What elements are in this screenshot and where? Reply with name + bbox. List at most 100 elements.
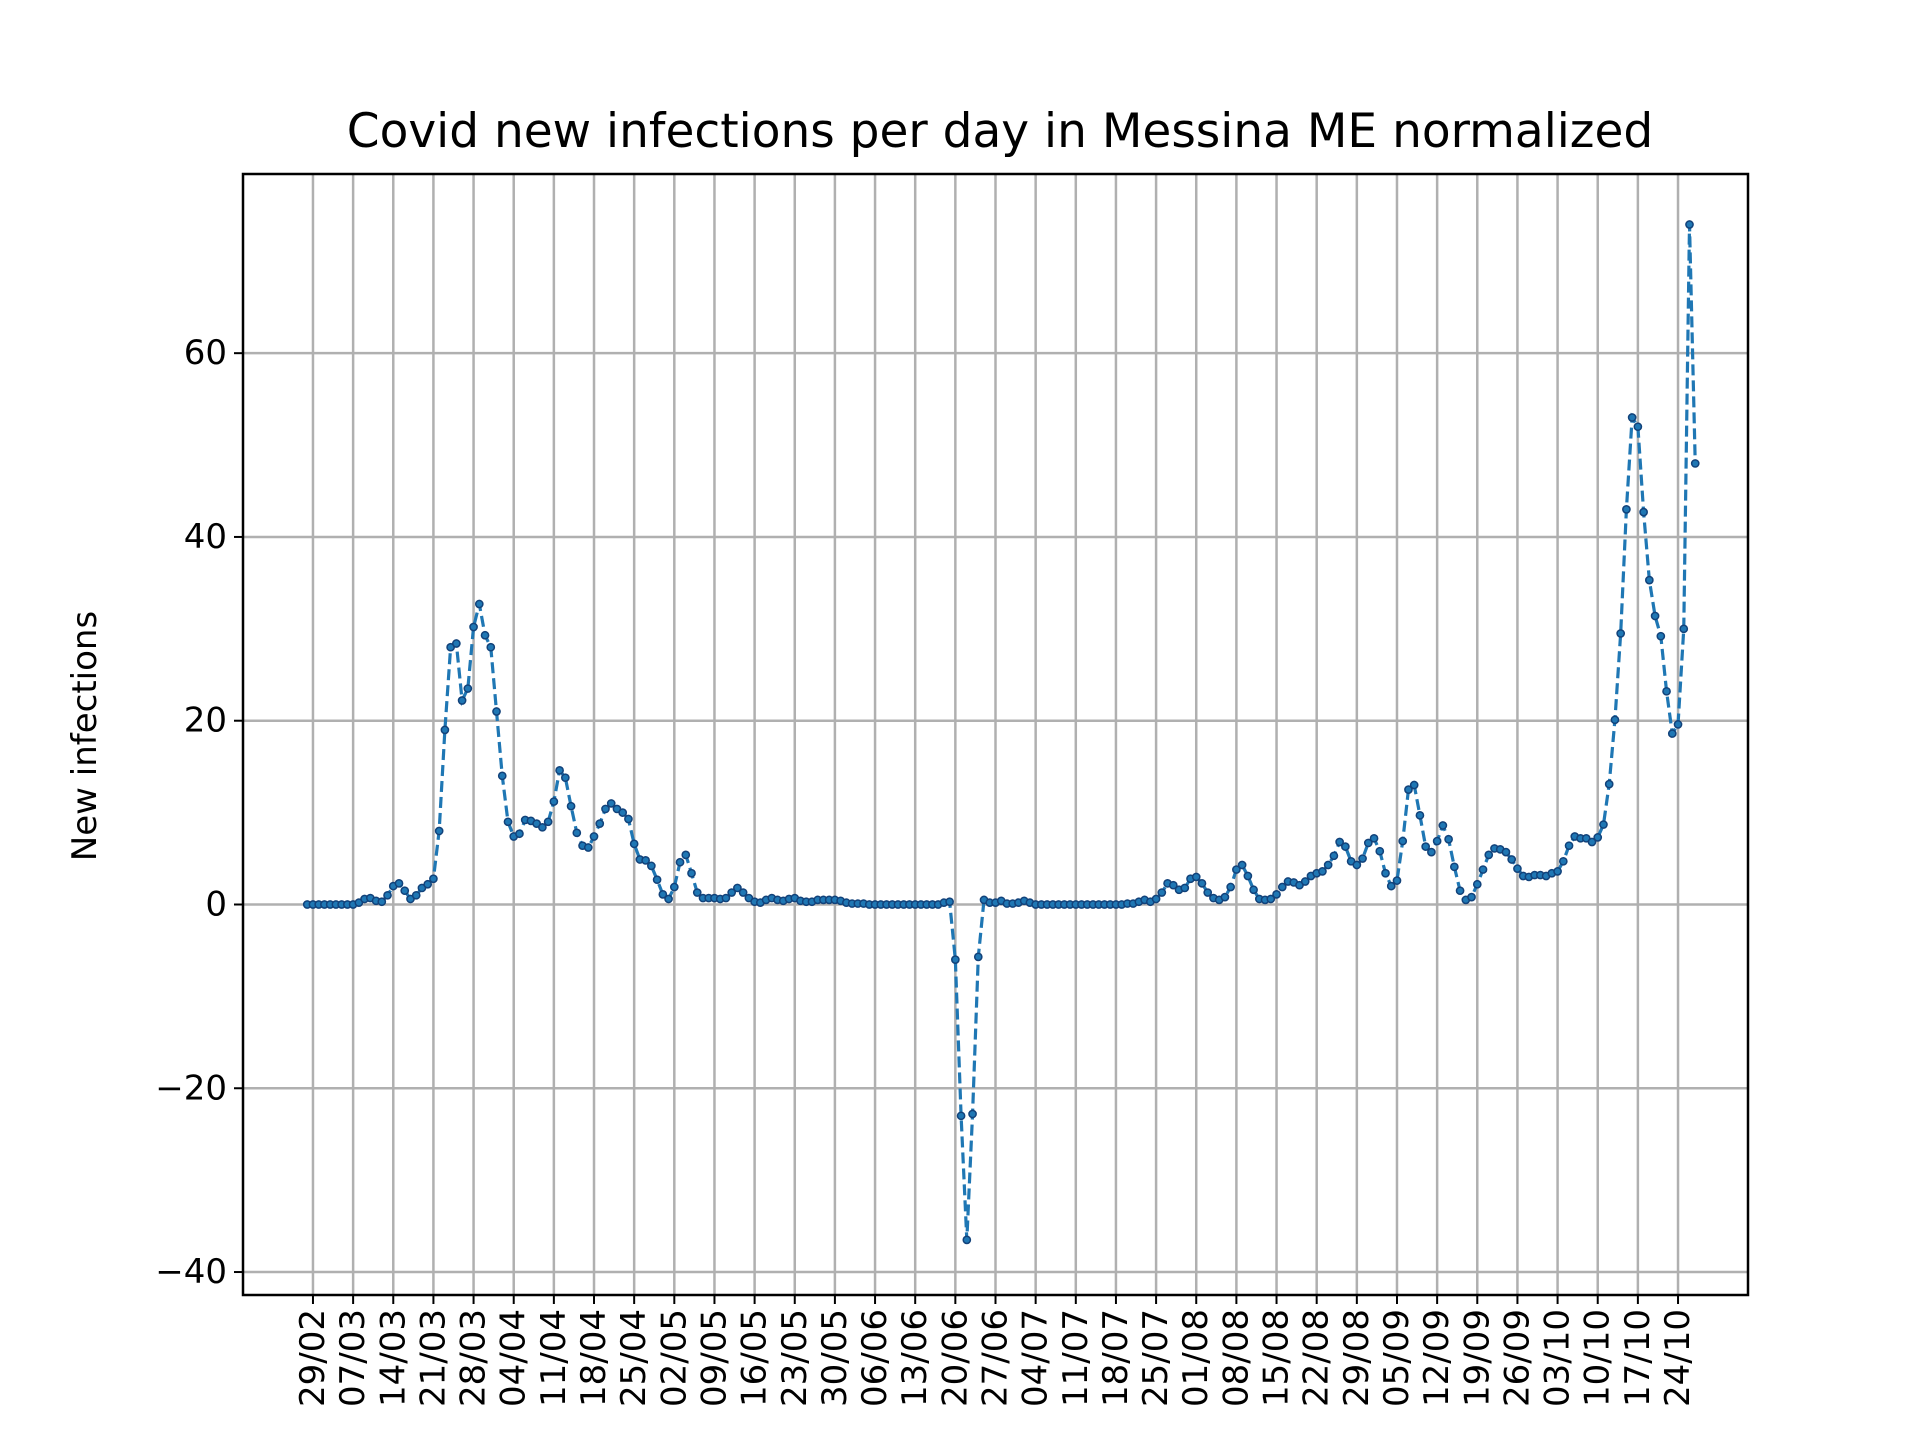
- data-point: [1358, 854, 1367, 863]
- data-point: [1644, 575, 1654, 585]
- x-tick-label: 26/09: [1497, 1309, 1537, 1407]
- x-tick-label: 30/05: [815, 1309, 855, 1407]
- data-point: [1249, 885, 1258, 895]
- data-point: [1484, 850, 1494, 860]
- data-point: [434, 826, 444, 836]
- data-point: [515, 829, 524, 839]
- data-point: [400, 886, 410, 896]
- x-tick-label: 23/05: [775, 1309, 815, 1407]
- data-point: [1363, 838, 1373, 848]
- data-point: [1685, 220, 1694, 229]
- data-point: [1667, 729, 1677, 738]
- data-point: [1599, 820, 1608, 829]
- x-tick-label: 11/04: [534, 1309, 574, 1407]
- data-point: [629, 839, 639, 849]
- data-point: [1610, 715, 1620, 725]
- data-point: [1501, 847, 1511, 857]
- data-point: [463, 684, 473, 693]
- x-tick-label: 07/03: [333, 1309, 373, 1407]
- x-tick-label: 14/03: [373, 1309, 413, 1407]
- y-tick-label: 0: [205, 884, 227, 924]
- data-point: [1277, 882, 1287, 892]
- data-point: [497, 771, 507, 781]
- y-tick-label: −40: [155, 1252, 227, 1292]
- data-point: [618, 808, 628, 817]
- data-point: [1329, 851, 1339, 861]
- x-tick-label: 16/05: [735, 1309, 775, 1407]
- data-point: [1472, 879, 1482, 889]
- data-point: [1587, 837, 1597, 847]
- data-point: [1467, 892, 1476, 902]
- data-point: [641, 856, 650, 865]
- data-point: [727, 888, 737, 897]
- data-point: [1191, 872, 1201, 882]
- data-point: [474, 599, 484, 609]
- x-tick-label: 29/02: [293, 1309, 333, 1407]
- data-point: [1432, 836, 1442, 846]
- x-tick-label: 10/10: [1578, 1309, 1618, 1407]
- data-point: [721, 893, 731, 903]
- data-point: [1300, 877, 1310, 886]
- data-point: [486, 642, 496, 652]
- x-tick-label: 18/04: [574, 1309, 614, 1407]
- data-point: [1662, 686, 1671, 696]
- data-point: [1180, 883, 1190, 893]
- x-tick-label: 12/09: [1417, 1309, 1457, 1407]
- data-point: [738, 888, 748, 897]
- data-point: [1197, 879, 1207, 888]
- x-tick-label: 17/10: [1618, 1309, 1658, 1407]
- data-point: [687, 868, 696, 878]
- data-point: [1593, 833, 1603, 842]
- data-point: [589, 832, 599, 841]
- data-point: [1558, 856, 1568, 866]
- grid: [243, 174, 1748, 1295]
- data-point: [543, 817, 553, 827]
- data-point: [945, 897, 954, 907]
- data-point: [951, 955, 960, 964]
- data-point: [492, 707, 501, 716]
- data-point: [1633, 422, 1643, 432]
- data-point: [681, 850, 691, 860]
- x-tick-label: 04/07: [1016, 1309, 1056, 1407]
- x-tick-label: 22/08: [1297, 1309, 1337, 1407]
- data-point: [538, 822, 547, 832]
- data-point: [733, 883, 742, 893]
- data-point: [675, 857, 685, 867]
- data-point: [1564, 841, 1574, 851]
- x-tick-label: 27/06: [976, 1309, 1016, 1407]
- series-layer: [302, 220, 1700, 1245]
- data-point: [962, 1235, 972, 1245]
- data-point: [968, 1109, 977, 1119]
- data-point: [1478, 865, 1488, 874]
- data-point: [555, 765, 564, 775]
- x-tick-label: 25/07: [1136, 1309, 1176, 1407]
- data-point: [1369, 833, 1379, 843]
- data-point: [1513, 864, 1522, 874]
- data-point: [1627, 413, 1637, 422]
- data-point: [1232, 865, 1241, 874]
- axes-ticks: 29/02 07/03 14/03 21/03 28/03 04/04 11/04 18/04…: [155, 333, 1698, 1407]
- data-point: [1650, 611, 1660, 621]
- data-point: [1323, 860, 1333, 870]
- data-point: [457, 696, 467, 705]
- data-point: [469, 622, 478, 632]
- data-point: [383, 890, 392, 900]
- data-point: [1386, 881, 1396, 891]
- data-point: [1157, 888, 1167, 897]
- data-point: [692, 888, 702, 897]
- y-tick-label: 20: [184, 701, 227, 741]
- x-tick-label: 25/04: [614, 1309, 654, 1407]
- data-point: [560, 773, 570, 783]
- data-point: [956, 1111, 966, 1121]
- x-tick-label: 20/06: [935, 1309, 975, 1407]
- data-point: [1341, 842, 1350, 851]
- x-tick-label: 15/08: [1257, 1309, 1297, 1407]
- data-point: [1237, 860, 1247, 870]
- x-tick-label: 09/05: [694, 1309, 734, 1407]
- data-point: [1266, 894, 1276, 904]
- data-point: [394, 879, 404, 888]
- x-tick-label: 24/10: [1658, 1309, 1698, 1407]
- chart-title: Covid new infections per day in Messina …: [347, 104, 1653, 159]
- data-point: [1690, 459, 1700, 468]
